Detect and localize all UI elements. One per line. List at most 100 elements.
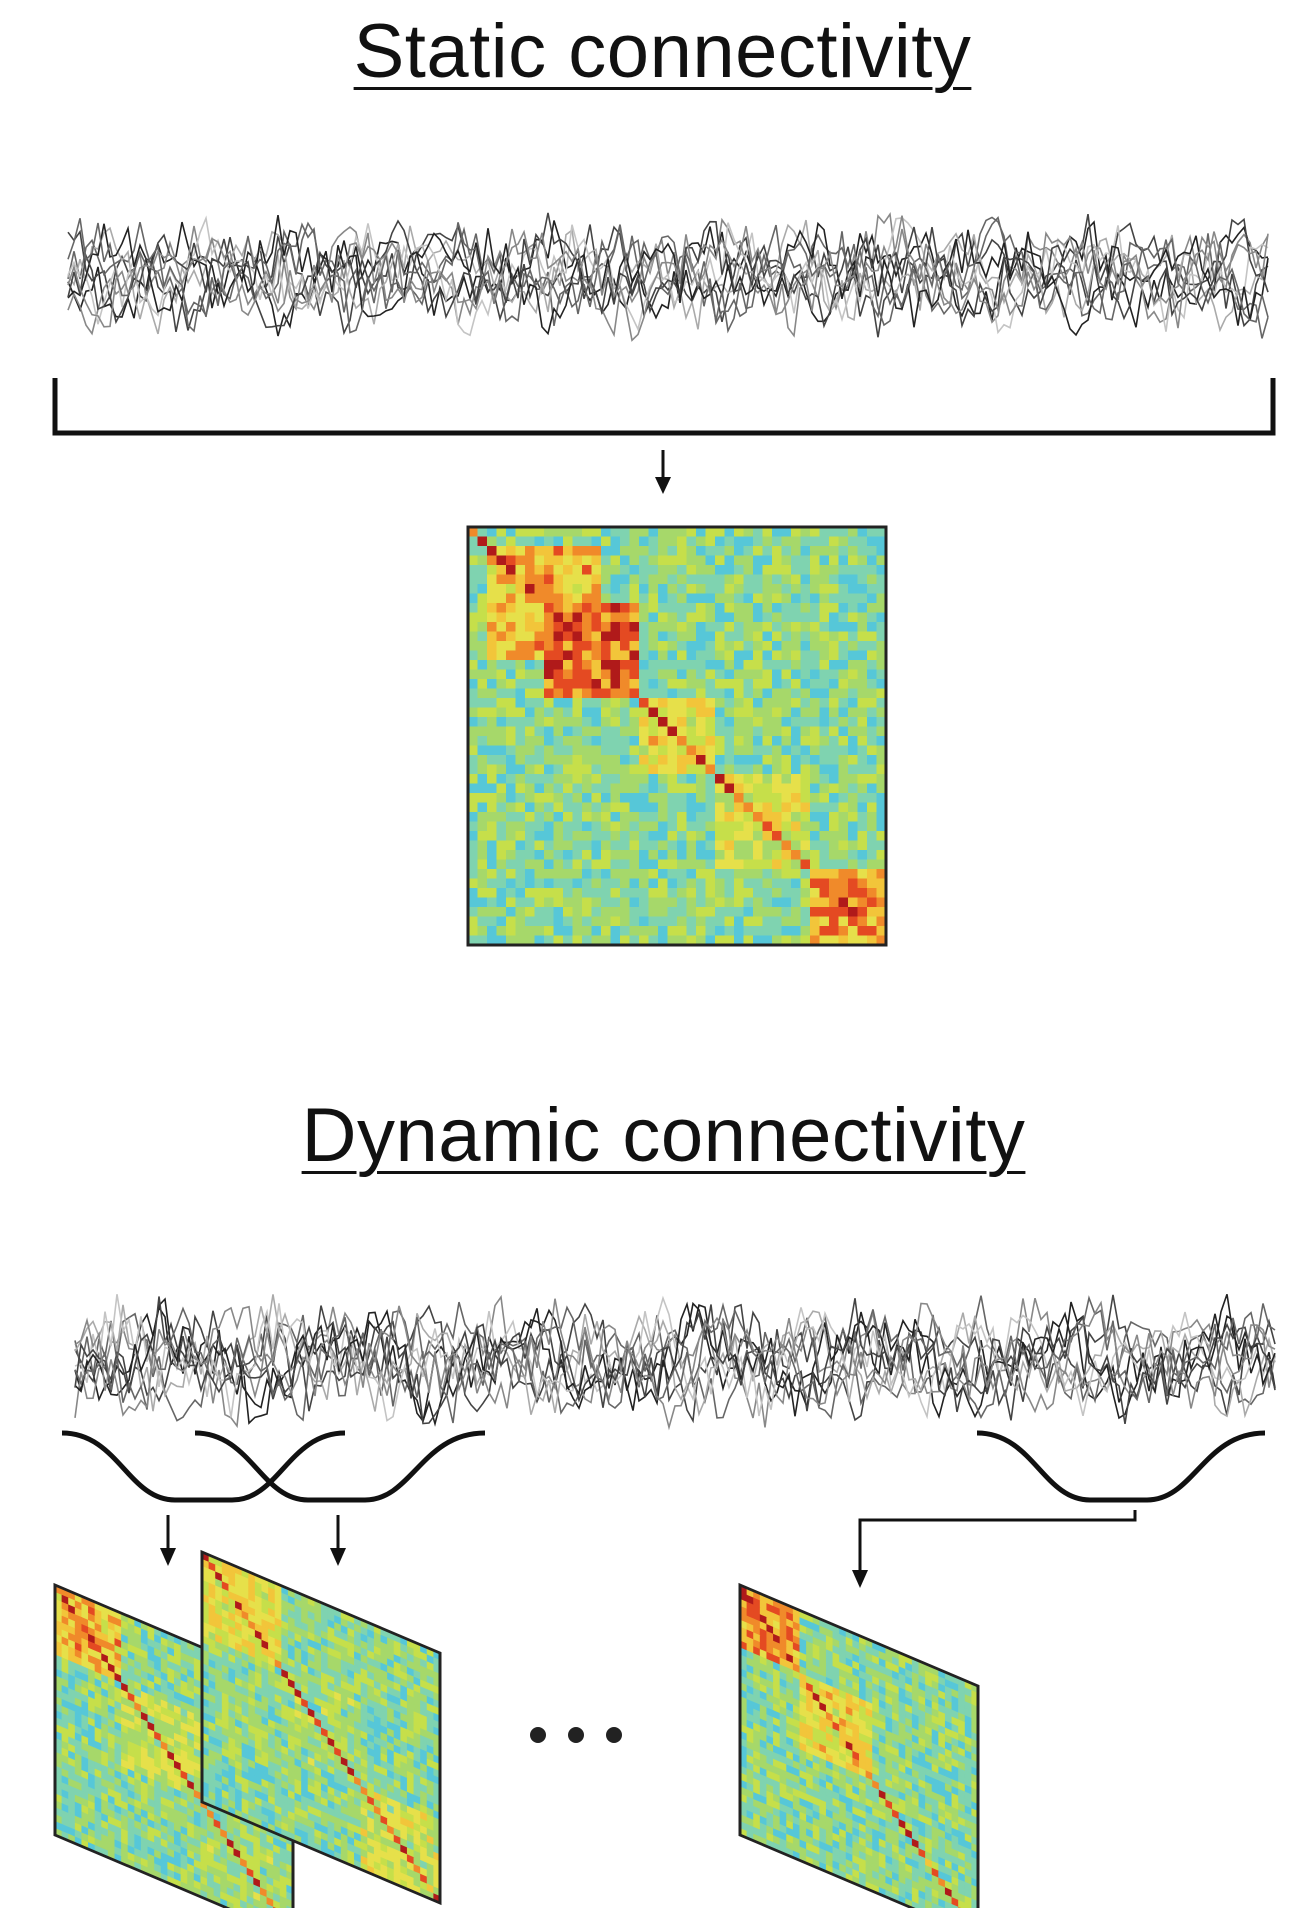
matrix-cell	[487, 650, 498, 661]
matrix-cell	[838, 707, 849, 718]
matrix-cell	[724, 565, 735, 576]
matrix-cell	[468, 878, 479, 889]
matrix-cell	[658, 878, 669, 889]
matrix-cell	[762, 669, 773, 680]
matrix-cell	[705, 726, 716, 737]
matrix-cell	[515, 916, 526, 927]
matrix-cell	[762, 707, 773, 718]
matrix-cell	[829, 574, 840, 585]
matrix-cell	[496, 850, 507, 861]
matrix-cell	[800, 593, 811, 604]
matrix-cell	[810, 612, 821, 623]
matrix-cell	[601, 793, 612, 804]
matrix-cell	[753, 774, 764, 785]
matrix-cell	[677, 631, 688, 642]
matrix-cell	[534, 926, 545, 937]
matrix-cell	[582, 612, 593, 623]
matrix-cell	[563, 859, 574, 870]
matrix-cell	[810, 774, 821, 785]
matrix-cell	[534, 584, 545, 595]
matrix-cell	[762, 527, 773, 538]
matrix-cell	[810, 926, 821, 937]
matrix-cell	[639, 916, 650, 927]
matrix-cell	[705, 565, 716, 576]
matrix-cell	[762, 726, 773, 737]
matrix-cell	[715, 926, 726, 937]
matrix-cell	[876, 736, 887, 747]
matrix-cell	[629, 612, 640, 623]
matrix-cell	[867, 888, 878, 899]
matrix-cell	[563, 793, 574, 804]
matrix-cell	[724, 603, 735, 614]
matrix-cell	[705, 707, 716, 718]
matrix-cell	[525, 565, 536, 576]
matrix-cell	[857, 650, 868, 661]
matrix-cell	[477, 821, 488, 832]
matrix-cell	[857, 641, 868, 652]
matrix-cell	[677, 812, 688, 823]
matrix-cell	[572, 897, 583, 908]
matrix-cell	[743, 878, 754, 889]
matrix-cell	[876, 926, 887, 937]
matrix-cell	[791, 565, 802, 576]
matrix-cell	[819, 650, 830, 661]
matrix-cell	[857, 869, 868, 880]
matrix-cell	[582, 878, 593, 889]
matrix-cell	[544, 878, 555, 889]
matrix-cell	[591, 916, 602, 927]
matrix-cell	[515, 812, 526, 823]
matrix-cell	[544, 916, 555, 927]
matrix-cell	[876, 650, 887, 661]
matrix-cell	[572, 631, 583, 642]
matrix-cell	[506, 755, 517, 766]
matrix-cell	[686, 555, 697, 566]
matrix-cell	[591, 555, 602, 566]
matrix-cell	[743, 783, 754, 794]
matrix-cell	[648, 660, 659, 671]
matrix-cell	[677, 878, 688, 889]
matrix-cell	[544, 660, 555, 671]
matrix-cell	[876, 546, 887, 557]
matrix-cell	[857, 717, 868, 728]
matrix-cell	[601, 831, 612, 842]
matrix-cell	[610, 536, 621, 547]
matrix-cell	[553, 546, 564, 557]
matrix-cell	[572, 584, 583, 595]
matrix-cell	[753, 736, 764, 747]
matrix-cell	[582, 650, 593, 661]
matrix-cell	[734, 869, 745, 880]
matrix-cell	[610, 555, 621, 566]
matrix-cell	[705, 935, 716, 946]
matrix-cell	[819, 612, 830, 623]
matrix-cell	[582, 840, 593, 851]
matrix-cell	[734, 574, 745, 585]
matrix-cell	[515, 669, 526, 680]
matrix-cell	[743, 565, 754, 576]
matrix-cell	[838, 660, 849, 671]
matrix-cell	[226, 1901, 235, 1908]
matrix-cell	[648, 679, 659, 690]
matrix-cell	[734, 897, 745, 908]
matrix-cell	[743, 793, 754, 804]
matrix-cell	[743, 527, 754, 538]
matrix-cell	[496, 888, 507, 899]
matrix-cell	[781, 878, 792, 889]
matrix-cell	[591, 821, 602, 832]
matrix-cell	[582, 660, 593, 671]
matrix-cell	[743, 869, 754, 880]
matrix-cell	[487, 935, 498, 946]
matrix-cell	[677, 935, 688, 946]
matrix-cell	[724, 641, 735, 652]
matrix-cell	[648, 764, 659, 775]
matrix-cell	[563, 745, 574, 756]
matrix-cell	[601, 878, 612, 889]
matrix-cell	[867, 536, 878, 547]
matrix-cell	[734, 584, 745, 595]
matrix-cell	[544, 679, 555, 690]
matrix-cell	[477, 831, 488, 842]
matrix-cell	[857, 907, 868, 918]
matrix-cell	[781, 916, 792, 927]
matrix-cell	[544, 555, 555, 566]
matrix-cell	[734, 850, 745, 861]
matrix-cell	[810, 916, 821, 927]
